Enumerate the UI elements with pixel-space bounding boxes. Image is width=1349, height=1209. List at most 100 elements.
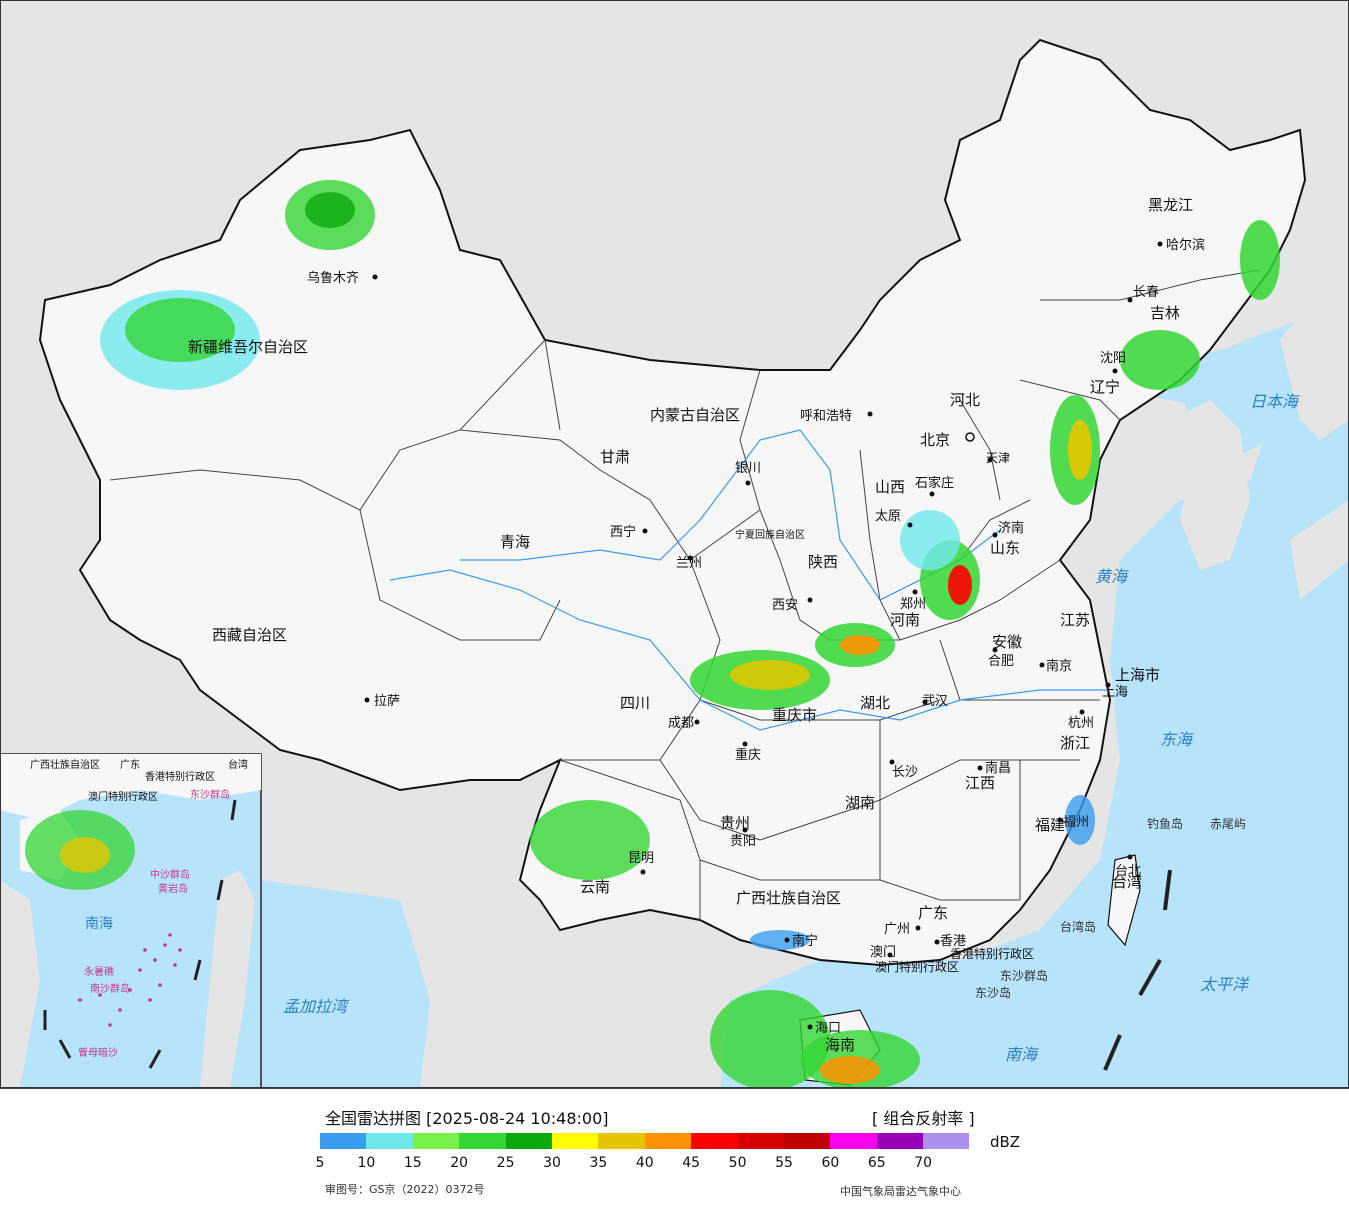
prov-gansu: 甘肃 xyxy=(600,448,630,466)
inset-label-zhongsha: 中沙群岛 xyxy=(150,868,190,881)
prov-guizhou: 贵州 xyxy=(720,814,750,832)
prov-liaoning: 辽宁 xyxy=(1090,378,1120,396)
color-swatch-4 xyxy=(505,1133,552,1149)
prov-anhui: 安徽 xyxy=(992,633,1022,651)
color-scale-bar xyxy=(320,1133,970,1149)
prov-neimenggu: 内蒙古自治区 xyxy=(650,406,740,424)
prov-fujian: 福建 xyxy=(1035,816,1065,834)
city-xian: 西安 xyxy=(772,598,798,613)
prov-shanxi: 山西 xyxy=(875,478,905,496)
inset-label-guangxi: 广西壮族自治区 xyxy=(30,758,100,771)
city-lanzhou: 兰州 xyxy=(676,556,702,571)
organization-name: 中国气象局雷达气象中心 xyxy=(840,1185,961,1198)
color-swatch-9 xyxy=(737,1133,784,1149)
prov-qinghai: 青海 xyxy=(500,533,530,551)
color-swatch-13 xyxy=(923,1133,970,1149)
prov-hunan: 湖南 xyxy=(845,794,875,812)
prov-jiangxi: 江西 xyxy=(965,774,995,792)
inset-label-taiwan: 台湾 xyxy=(228,758,248,771)
radar-echoes xyxy=(100,180,1280,1090)
island-taiwan: 台湾岛 xyxy=(1060,919,1096,934)
prov-xinjiang: 新疆维吾尔自治区 xyxy=(188,338,308,356)
prov-macau: 澳门特别行政区 xyxy=(875,959,959,974)
sea-japan: 日本海 xyxy=(1250,392,1300,411)
city-shenyang: 沈阳 xyxy=(1100,351,1126,366)
inset-label-guangdong: 广东 xyxy=(120,758,140,771)
prov-xizang: 西藏自治区 xyxy=(212,626,287,644)
city-zhengzhou: 郑州 xyxy=(900,597,926,612)
tick-label: 35 xyxy=(589,1155,608,1171)
prov-beijing: 北京 xyxy=(920,431,950,449)
tick-label: 25 xyxy=(496,1155,515,1171)
city-chengdu: 成都 xyxy=(668,716,694,731)
prov-shandong: 山东 xyxy=(990,539,1020,557)
city-changchun: 长春 xyxy=(1133,285,1159,300)
legend-unit: dBZ xyxy=(990,1133,1021,1151)
tick-label: 10 xyxy=(357,1155,376,1171)
inset-label-nanhai: 南海 xyxy=(85,916,113,932)
japan-land xyxy=(1280,280,1349,440)
color-swatch-8 xyxy=(691,1133,738,1149)
maritime-boundary xyxy=(1103,869,1172,1071)
city-macau: 澳门 xyxy=(870,944,896,960)
rivers xyxy=(389,429,1110,731)
legend-ticks: 5 10 15 20 25 30 35 40 45 50 55 60 65 70 xyxy=(0,1155,1349,1175)
sea-labels: 日本海 黄海 东海 太平洋 南海 孟加拉湾 xyxy=(283,392,1300,1064)
city-nanchang: 南昌 xyxy=(985,760,1011,776)
prov-hebei: 河北 xyxy=(950,391,980,409)
prov-jilin: 吉林 xyxy=(1150,304,1180,322)
city-taiyuan: 太原 xyxy=(875,509,901,524)
sea-east: 东海 xyxy=(1160,730,1194,749)
inset-label-huangyan: 黄岩岛 xyxy=(158,882,188,895)
city-changsha: 长沙 xyxy=(892,765,918,780)
tick-label: 65 xyxy=(867,1155,886,1171)
tick-label: 30 xyxy=(543,1155,561,1171)
city-xining: 西宁 xyxy=(610,524,636,540)
prov-hainan: 海南 xyxy=(825,1036,855,1054)
prov-zhejiang: 浙江 xyxy=(1060,734,1090,752)
color-swatch-3 xyxy=(459,1133,506,1149)
japan-south-land xyxy=(1290,500,1349,600)
city-jinan: 济南 xyxy=(998,520,1024,536)
city-fuzhou: 福州 xyxy=(1063,815,1089,830)
island-dongsha: 东沙岛 xyxy=(975,985,1011,1000)
tick-label: 70 xyxy=(914,1155,933,1171)
radar-map: 新疆维吾尔自治区 西藏自治区 青海 甘肃 内蒙古自治区 四川 云南 贵州 广西壮… xyxy=(0,0,1349,1090)
prov-guangxi: 广西壮族自治区 xyxy=(736,889,841,907)
map-approval-number: 审图号：GS京（2022）0372号 xyxy=(325,1183,485,1196)
island-diaoyu: 钓鱼岛 xyxy=(1147,816,1183,831)
inset-label-hongkong: 香港特别行政区 xyxy=(145,770,215,783)
city-urumqi: 乌鲁木齐 xyxy=(307,270,359,286)
prov-heilongjiang: 黑龙江 xyxy=(1148,196,1193,214)
city-hohhot: 呼和浩特 xyxy=(800,409,852,424)
tick-label: 45 xyxy=(682,1155,701,1171)
legend-product: [ 组合反射率 ] xyxy=(872,1109,975,1128)
city-guangzhou: 广州 xyxy=(884,922,910,937)
prov-hongkong: 香港特别行政区 xyxy=(950,946,1034,961)
prov-tianjin: 天津 xyxy=(986,451,1010,465)
inset-label-zengmu: 曾母暗沙 xyxy=(78,1046,118,1059)
city-labels: 乌鲁木齐 拉萨 西宁 兰州 银川 呼和浩特 北京 天津 石家庄 太原 济南 郑州… xyxy=(307,237,1205,1036)
city-shijiazhuang: 石家庄 xyxy=(915,475,954,491)
prov-chongqing: 重庆市 xyxy=(772,706,817,724)
color-swatch-0 xyxy=(320,1133,367,1149)
prov-jiangsu: 江苏 xyxy=(1060,611,1090,629)
city-harbin: 哈尔滨 xyxy=(1166,237,1205,253)
tick-label: 5 xyxy=(315,1155,325,1171)
color-swatch-6 xyxy=(598,1133,645,1149)
city-hangzhou: 杭州 xyxy=(1068,716,1094,731)
color-swatch-12 xyxy=(876,1133,924,1149)
prov-yunnan: 云南 xyxy=(580,878,610,896)
color-swatch-1 xyxy=(366,1133,413,1149)
color-swatch-11 xyxy=(830,1133,877,1149)
color-swatch-10 xyxy=(783,1133,831,1149)
tick-label: 40 xyxy=(635,1155,654,1171)
city-chongqing: 重庆 xyxy=(735,747,761,763)
color-swatch-5 xyxy=(551,1133,599,1149)
inset-map: 广西壮族自治区 广东 香港特别行政区 澳门特别行政区 台湾 东沙群岛 中沙群岛 … xyxy=(0,753,262,1089)
prov-guangdong: 广东 xyxy=(918,904,948,922)
city-nanning: 南宁 xyxy=(792,933,818,949)
tick-label: 50 xyxy=(728,1155,747,1171)
city-guiyang: 贵阳 xyxy=(730,834,756,849)
prov-shanghai: 上海市 xyxy=(1115,666,1160,684)
